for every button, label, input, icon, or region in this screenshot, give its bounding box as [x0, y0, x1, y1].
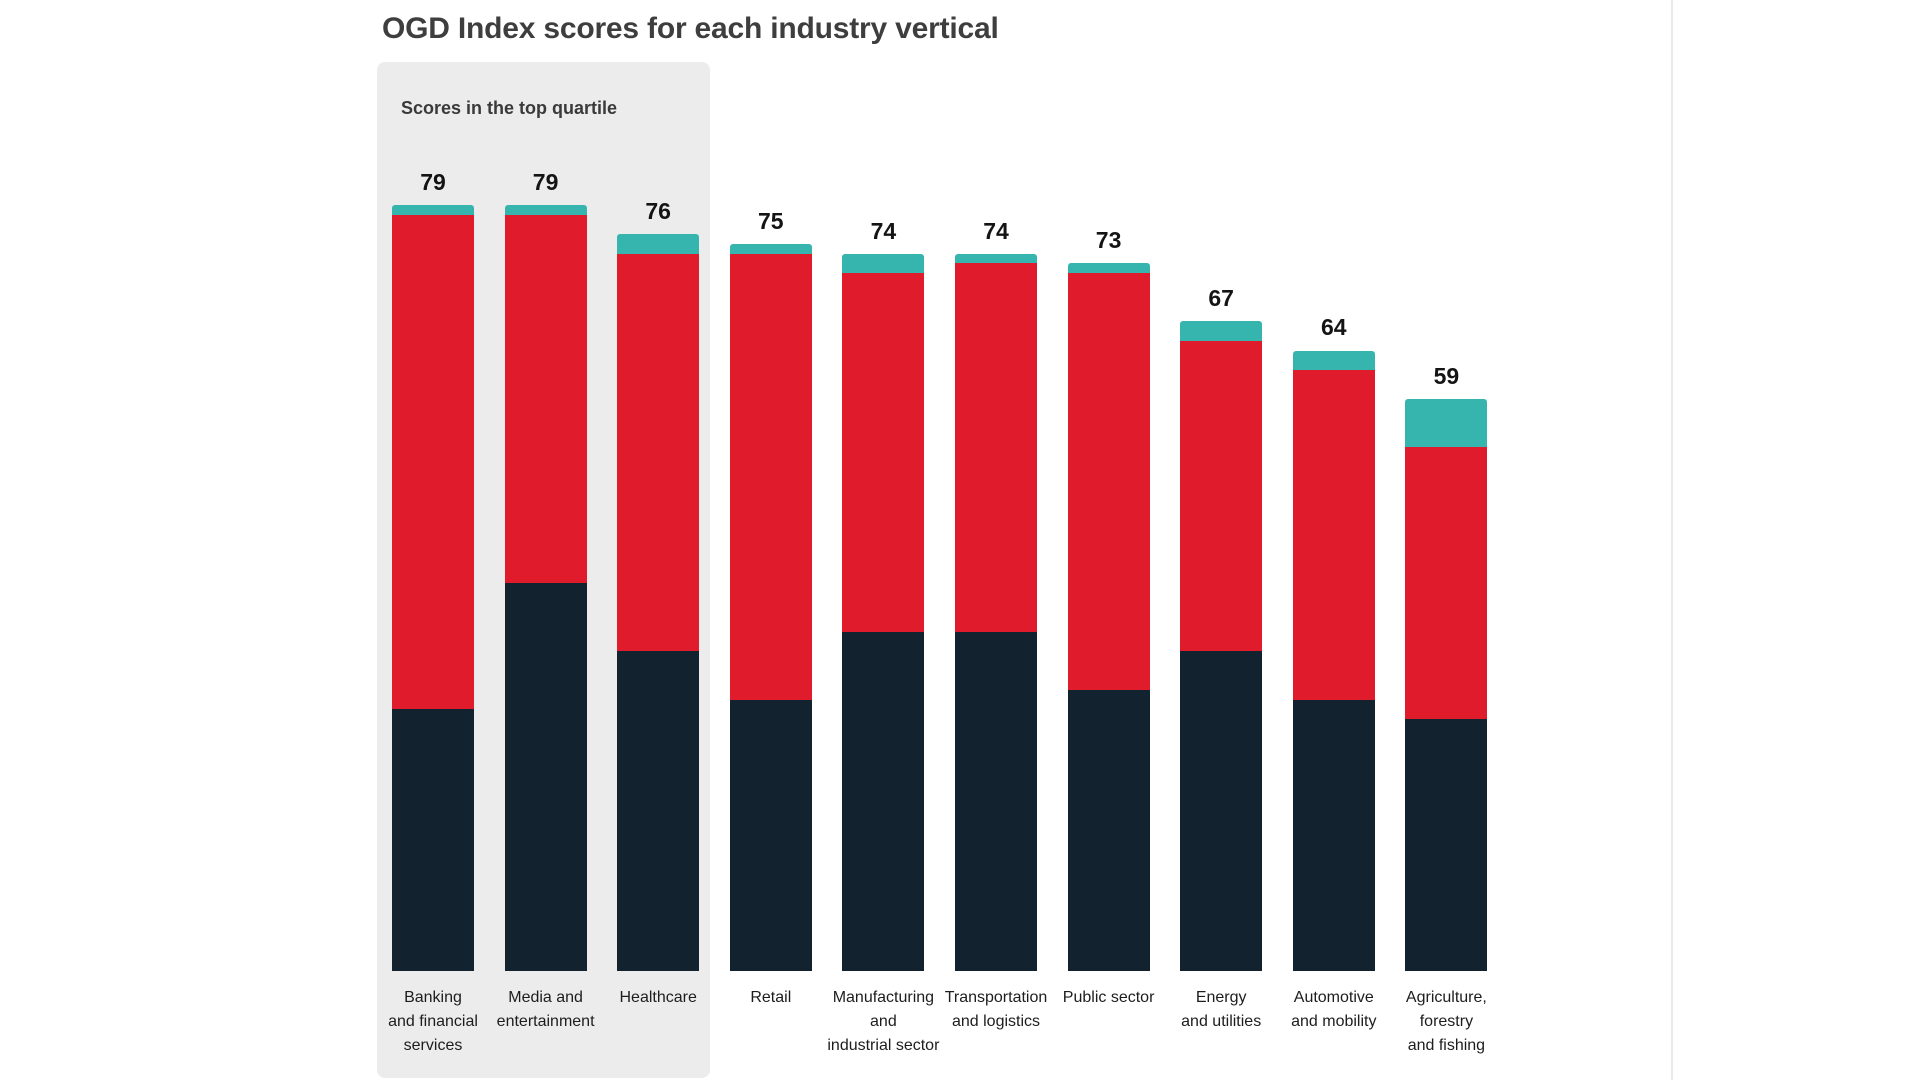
category-label: Banking and financial services — [388, 989, 478, 1054]
value-label: 74 — [870, 217, 897, 244]
red-middle-segment — [729, 253, 812, 700]
bar-banking-and-financial-services — [392, 205, 474, 971]
navy-bottom-segment — [955, 631, 1037, 971]
navy-bottom-segment — [504, 583, 587, 971]
value-label: 76 — [645, 198, 671, 225]
navy-bottom-segment — [729, 699, 812, 971]
teal-top-segment — [1292, 350, 1375, 370]
navy-bottom-segment — [1067, 689, 1150, 971]
bar-healthcare — [617, 234, 700, 971]
bar-agriculture-forestry-and-fishing — [1405, 398, 1488, 971]
red-middle-segment — [617, 253, 700, 651]
category-label: Agriculture, forestry and fishing — [1405, 989, 1487, 1054]
bar-manufacturing-and-industrial-sector — [842, 253, 925, 971]
category-label: Manufacturing and industrial sector — [827, 989, 940, 1054]
teal-top-segment — [842, 253, 925, 273]
teal-top-segment — [1067, 263, 1150, 273]
bar-media-and-entertainment — [504, 205, 587, 971]
navy-bottom-segment — [1405, 718, 1488, 971]
bar-transportation-and-logistics — [955, 253, 1037, 972]
category-label: Transportation and logistics — [944, 989, 1048, 1030]
teal-top-segment — [504, 205, 587, 215]
value-label: 64 — [1321, 314, 1347, 341]
red-middle-segment — [392, 214, 474, 710]
navy-bottom-segment — [1180, 651, 1263, 971]
navy-bottom-segment — [392, 709, 474, 971]
top-quartile-label: Scores in the top quartile — [401, 98, 618, 118]
category-label: Automotive and mobility — [1291, 989, 1377, 1030]
card-right-edge-line — [1671, 0, 1673, 1080]
value-label: 59 — [1433, 362, 1460, 389]
red-middle-segment — [1067, 272, 1150, 690]
teal-top-segment — [729, 243, 812, 254]
red-middle-segment — [1292, 369, 1375, 700]
red-middle-segment — [955, 263, 1037, 632]
teal-top-segment — [1405, 398, 1488, 448]
red-middle-segment — [1405, 447, 1488, 719]
category-label: Healthcare — [619, 989, 697, 1006]
bar-public-sector — [1067, 263, 1150, 971]
value-label: 75 — [758, 207, 784, 234]
category-label: Media and entertainment — [496, 989, 595, 1030]
navy-bottom-segment — [842, 631, 925, 971]
teal-top-segment — [617, 234, 700, 254]
bar-retail — [729, 243, 812, 971]
navy-bottom-segment — [617, 651, 700, 971]
teal-top-segment — [1180, 321, 1263, 341]
chart-title: OGD Index scores for each industry verti… — [382, 12, 999, 45]
value-label: 79 — [420, 169, 446, 196]
value-label: 67 — [1208, 285, 1234, 312]
bar-automotive-and-mobility — [1292, 350, 1375, 971]
red-middle-segment — [842, 272, 925, 632]
teal-top-segment — [392, 205, 474, 215]
value-label: 73 — [1095, 227, 1122, 254]
teal-top-segment — [955, 253, 1037, 264]
category-label: Retail — [750, 989, 792, 1006]
red-middle-segment — [504, 214, 587, 584]
value-label: 79 — [532, 169, 559, 196]
red-middle-segment — [1180, 340, 1263, 652]
bar-energy-and-utilities — [1180, 321, 1263, 971]
value-label: 74 — [983, 217, 1009, 244]
category-label: Energy and utilities — [1181, 989, 1262, 1030]
navy-bottom-segment — [1292, 699, 1375, 971]
category-label: Public sector — [1062, 989, 1155, 1006]
